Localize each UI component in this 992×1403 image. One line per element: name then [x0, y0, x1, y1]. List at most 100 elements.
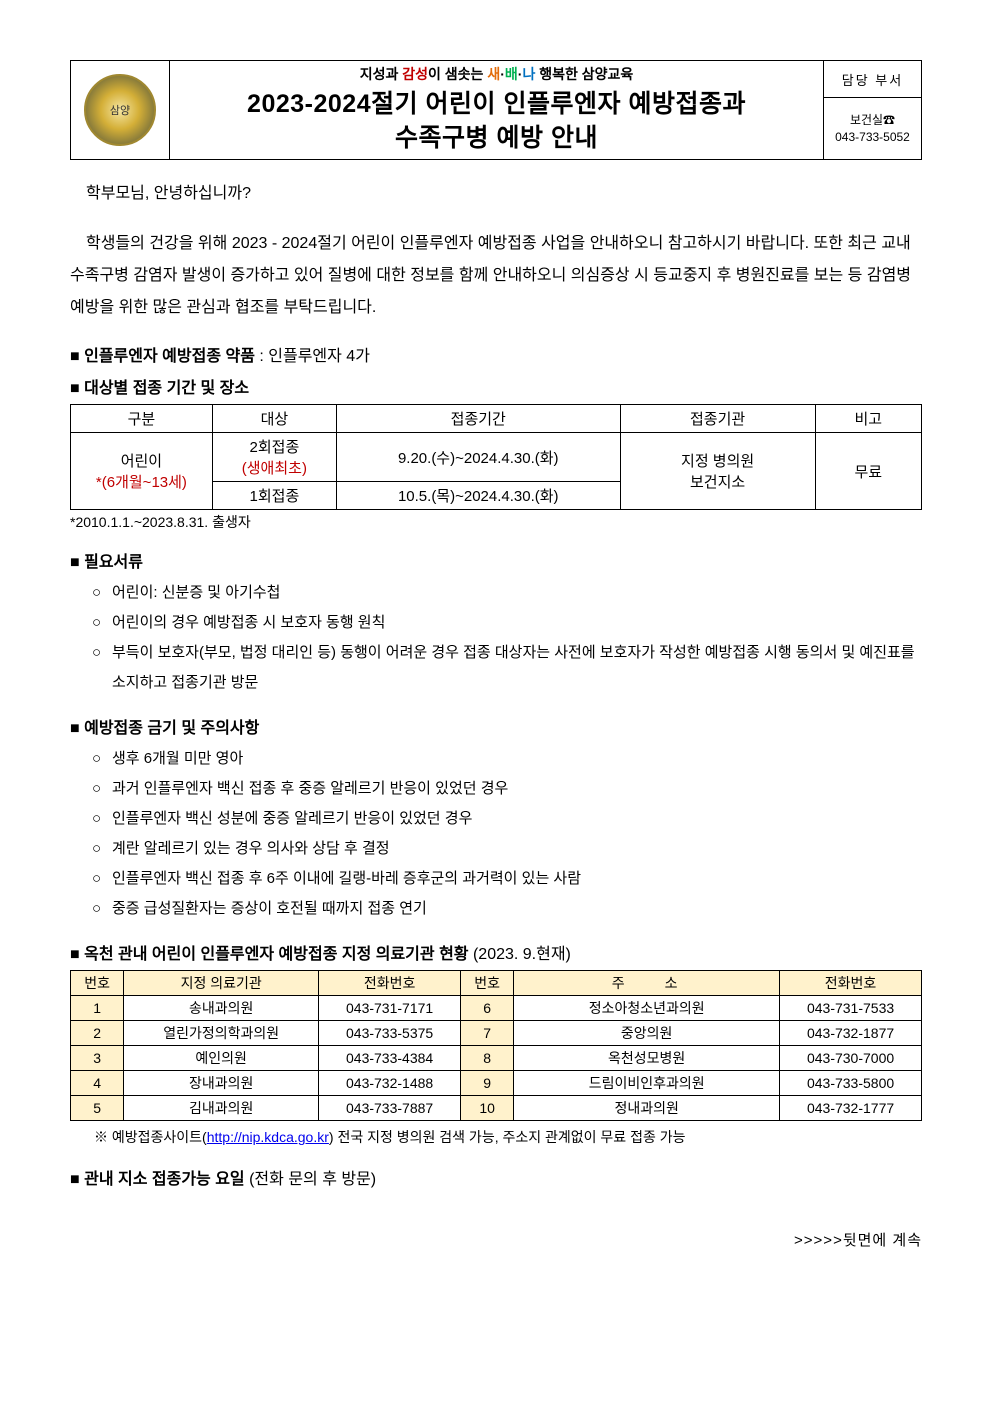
cell-name: 옥천성모병원 — [514, 1046, 780, 1071]
main-title: 2023-2024절기 어린이 인플루엔자 예방접종과 수족구병 예방 안내 — [247, 88, 746, 156]
th-note: 비고 — [815, 405, 921, 433]
cell-tel: 043-733-4384 — [319, 1046, 461, 1071]
cell-tel: 043-731-7171 — [319, 996, 461, 1021]
site-note-pre: ※ 예방접종사이트( — [94, 1129, 207, 1145]
group-label-1: 어린이 — [121, 453, 162, 470]
cell-org: 지정 병의원 보건지소 — [620, 433, 815, 510]
cell-tel: 043-731-7533 — [780, 996, 922, 1021]
th-org: 접종기관 — [620, 405, 815, 433]
th-num2: 번호 — [461, 971, 514, 996]
cell-num: 5 — [71, 1096, 124, 1121]
title-cell: 지성과 감성이 샘솟는 새·배·나 행복한 삼양교육 2023-2024절기 어… — [170, 60, 824, 160]
cell-num: 9 — [461, 1071, 514, 1096]
slogan-s1: 새 — [487, 66, 500, 82]
intro-paragraph-1: 학부모님, 안녕하십니까? — [70, 178, 922, 210]
cell-num: 6 — [461, 996, 514, 1021]
dept-info: 보건실☎ 043-733-5052 — [824, 98, 922, 160]
slogan-mid2: 이 샘솟는 — [428, 66, 487, 82]
title-line2: 수족구병 예방 안내 — [395, 124, 598, 152]
th-period: 접종기간 — [336, 405, 620, 433]
table-row: 어린이 *(6개월~13세) 2회접종 (생애최초) 9.20.(수)~2024… — [71, 433, 922, 482]
cautions-list: 생후 6개월 미만 영아 과거 인플루엔자 백신 접종 후 중증 알레르기 반응… — [70, 744, 922, 924]
target1-l2: (생애최초) — [242, 460, 307, 477]
schedule-section-label: ■ 대상별 접종 기간 및 장소 — [70, 374, 922, 398]
cell-num: 2 — [71, 1021, 124, 1046]
logo-cell: 삼양 — [70, 60, 170, 160]
schedule-footnote: *2010.1.1.~2023.8.31. 출생자 — [70, 512, 922, 532]
cell-num: 10 — [461, 1096, 514, 1121]
cell-tel: 043-732-1877 — [780, 1021, 922, 1046]
org-l2: 보건지소 — [690, 474, 745, 491]
th-num: 번호 — [71, 971, 124, 996]
th-category: 구분 — [71, 405, 213, 433]
dept-phone: 043-733-5052 — [835, 129, 910, 146]
cell-num: 1 — [71, 996, 124, 1021]
dept-name: 보건실☎ — [850, 112, 895, 129]
cell-tel: 043-732-1488 — [319, 1071, 461, 1096]
cell-period-2: 10.5.(목)~2024.4.30.(화) — [336, 482, 620, 510]
cell-name: 중앙의원 — [514, 1021, 780, 1046]
intro-paragraph-2: 학생들의 건강을 위해 2023 - 2024절기 어린이 인플루엔자 예방접종… — [70, 228, 922, 324]
cell-tel: 043-733-5375 — [319, 1021, 461, 1046]
hospitals-label-note: (2023. 9.현재) — [469, 946, 571, 963]
slogan-s3: 나 — [522, 66, 535, 82]
list-item: 계란 알레르기 있는 경우 의사와 상담 후 결정 — [92, 834, 922, 864]
cell-tel: 043-730-7000 — [780, 1046, 922, 1071]
list-item: 부득이 보호자(부모, 법정 대리인 등) 동행이 어려운 경우 접종 대상자는… — [92, 638, 922, 698]
list-item: 어린이의 경우 예방접종 시 보호자 동행 원칙 — [92, 608, 922, 638]
cell-num: 3 — [71, 1046, 124, 1071]
docs-list: 어린이: 신분증 및 아기수첩 어린이의 경우 예방접종 시 보호자 동행 원칙… — [70, 578, 922, 698]
table-header-row: 번호 지정 의료기관 전화번호 번호 주 소 전화번호 — [71, 971, 922, 996]
cell-name: 열린가정의학과의원 — [124, 1021, 319, 1046]
branch-section-label: ■ 관내 지소 접종가능 요일 (전화 문의 후 방문) — [70, 1165, 922, 1189]
group-label-2: *(6개월~13세) — [96, 474, 187, 491]
target1-l1: 2회접종 — [250, 439, 300, 456]
table-row: 5 김내과의원 043-733-7887 10 정내과의원 043-732-17… — [71, 1096, 922, 1121]
slogan-red: 감성 — [402, 66, 428, 82]
cell-name: 정내과의원 — [514, 1096, 780, 1121]
cell-tel: 043-732-1777 — [780, 1096, 922, 1121]
schedule-table: 구분 대상 접종기간 접종기관 비고 어린이 *(6개월~13세) 2회접종 (… — [70, 404, 922, 510]
cell-name: 송내과의원 — [124, 996, 319, 1021]
list-item: 어린이: 신분증 및 아기수첩 — [92, 578, 922, 608]
slogan-s2: 배 — [505, 66, 518, 82]
list-item: 생후 6개월 미만 영아 — [92, 744, 922, 774]
cell-num: 8 — [461, 1046, 514, 1071]
vaccine-item-label: ■ 인플루엔자 예방접종 약품 — [70, 348, 255, 365]
title-line1: 2023-2024절기 어린이 인플루엔자 예방접종과 — [247, 90, 746, 118]
cell-num: 7 — [461, 1021, 514, 1046]
list-item: 과거 인플루엔자 백신 접종 후 중증 알레르기 반응이 있었던 경우 — [92, 774, 922, 804]
site-note-post: ) 전국 지정 병의원 검색 가능, 주소지 관계없이 무료 접종 가능 — [329, 1129, 686, 1145]
department-column: 담당 부서 보건실☎ 043-733-5052 — [824, 60, 922, 160]
cell-num: 4 — [71, 1071, 124, 1096]
cell-name: 김내과의원 — [124, 1096, 319, 1121]
table-row: 1 송내과의원 043-731-7171 6 정소아청소년과의원 043-731… — [71, 996, 922, 1021]
org-l1: 지정 병의원 — [681, 453, 754, 470]
th-tel2: 전화번호 — [780, 971, 922, 996]
th-tel: 전화번호 — [319, 971, 461, 996]
slogan-post: 행복한 삼양교육 — [535, 66, 633, 82]
vaccine-item-section: ■ 인플루엔자 예방접종 약품 : 인플루엔자 4가 — [70, 342, 922, 366]
cell-name: 장내과의원 — [124, 1071, 319, 1096]
table-row: 4 장내과의원 043-732-1488 9 드림이비인후과의원 043-733… — [71, 1071, 922, 1096]
th-name: 지정 의료기관 — [124, 971, 319, 996]
slogan-pre: 지성 — [360, 66, 386, 82]
cell-note: 무료 — [815, 433, 921, 510]
school-logo: 삼양 — [84, 74, 156, 146]
branch-label-note: (전화 문의 후 방문) — [245, 1171, 376, 1188]
slogan: 지성과 감성이 샘솟는 새·배·나 행복한 삼양교육 — [360, 64, 634, 84]
hospitals-table: 번호 지정 의료기관 전화번호 번호 주 소 전화번호 1 송내과의원 043-… — [70, 970, 922, 1121]
table-row: 2 열린가정의학과의원 043-733-5375 7 중앙의원 043-732-… — [71, 1021, 922, 1046]
hospital-site-note: ※ 예방접종사이트(http://nip.kdca.go.kr) 전국 지정 병… — [70, 1127, 922, 1147]
hospitals-label-bold: ■ 옥천 관내 어린이 인플루엔자 예방접종 지정 의료기관 현황 — [70, 946, 469, 963]
th-target: 대상 — [212, 405, 336, 433]
cell-period-1: 9.20.(수)~2024.4.30.(화) — [336, 433, 620, 482]
vaccine-item-value: : 인플루엔자 4가 — [255, 348, 370, 365]
vaccination-site-link[interactable]: http://nip.kdca.go.kr — [207, 1129, 329, 1145]
cell-target-1: 2회접종 (생애최초) — [212, 433, 336, 482]
cell-target-2: 1회접종 — [212, 482, 336, 510]
list-item: 인플루엔자 백신 성분에 중증 알레르기 반응이 있었던 경우 — [92, 804, 922, 834]
list-item: 인플루엔자 백신 접종 후 6주 이내에 길랭-바레 증후군의 과거력이 있는 … — [92, 864, 922, 894]
cell-tel: 043-733-7887 — [319, 1096, 461, 1121]
cautions-section-label: ■ 예방접종 금기 및 주의사항 — [70, 714, 922, 738]
